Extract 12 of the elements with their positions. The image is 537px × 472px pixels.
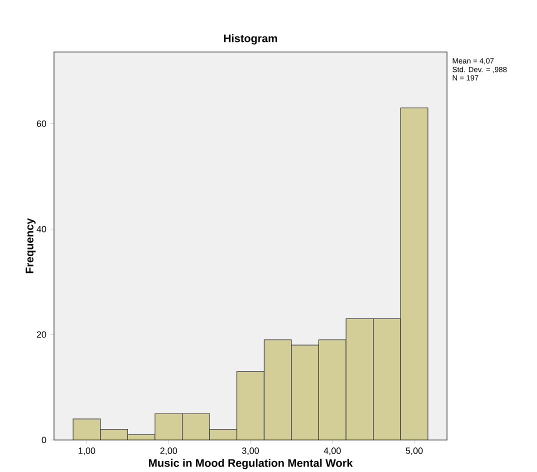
x-tick-label: 5,00 (406, 447, 423, 455)
y-tick-label: 40 (36, 226, 46, 232)
y-tick-label: 0 (42, 436, 46, 443)
x-axis-title: Music in Mood Regulation Mental Work (148, 458, 353, 469)
x-tick-label: 1,00 (78, 447, 96, 455)
x-tick-label: 2,00 (160, 447, 178, 455)
chart-title: Histogram (224, 34, 278, 44)
y-axis-title: Frequency (26, 218, 36, 273)
y-tick-label: 60 (36, 120, 46, 127)
x-tick-label: 4,00 (324, 447, 341, 455)
x-tick-label: 3,00 (242, 447, 259, 455)
y-tick-label: 20 (36, 331, 46, 338)
